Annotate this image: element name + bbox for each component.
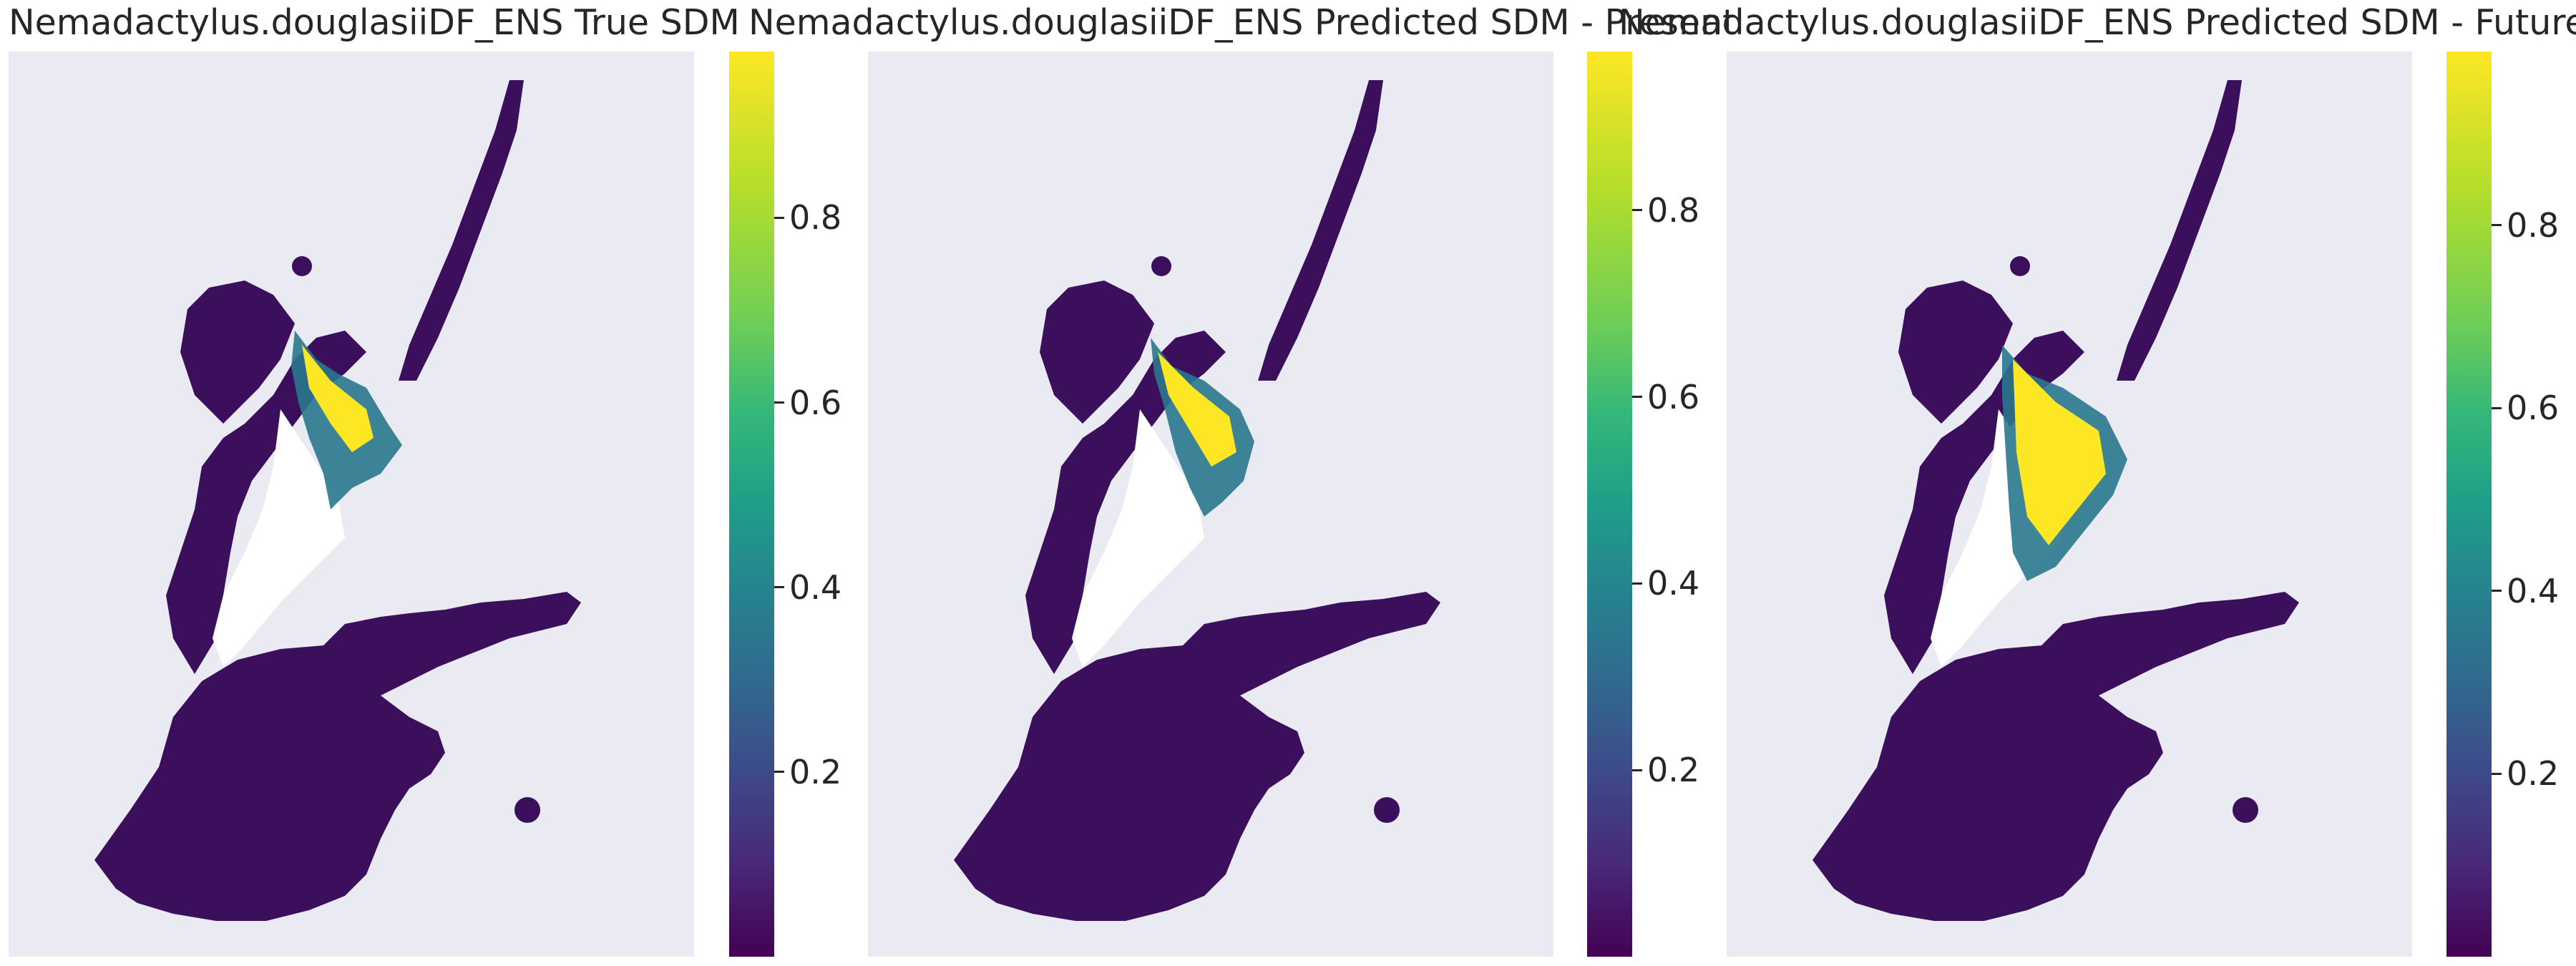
colorbar-tick <box>2492 406 2502 409</box>
colorbar-tick-label: 0.2 <box>2507 754 2560 794</box>
sdm-map-2 <box>954 80 1440 921</box>
landmass-region <box>1884 331 2084 674</box>
colorbar-tick <box>2492 224 2502 227</box>
sdm-map-3 <box>1813 80 2299 921</box>
high-suitability-zone <box>1158 352 1236 467</box>
landmass-region <box>1025 331 1226 674</box>
colorbar-tick <box>774 216 784 219</box>
landmass-region <box>166 331 366 674</box>
landmass-region <box>94 592 581 921</box>
island-patch <box>1374 797 1400 823</box>
panel-3-map <box>1727 52 2412 957</box>
colorbar-tick <box>1632 396 1642 399</box>
colorbar-tick-label: 0.8 <box>2507 205 2560 245</box>
landmass-region <box>1040 280 1154 424</box>
panel-1-title: Nemadactylus.douglasiiDF_ENS True SDM <box>9 2 740 43</box>
panel-3-title: Nemadactylus.douglasiiDF_ENS Predicted S… <box>1619 2 2576 43</box>
island-patch <box>2233 797 2258 823</box>
island-patch <box>1151 256 1171 276</box>
colorbar-tick-label: 0.4 <box>2507 571 2560 610</box>
panel-2-title: Nemadactylus.douglasiiDF_ENS Predicted S… <box>748 2 1737 43</box>
colorbar-tick-label: 0.6 <box>1647 377 1700 416</box>
no-data-region <box>1072 409 1204 667</box>
island-patch <box>292 256 312 276</box>
colorbar-tick <box>1632 582 1642 585</box>
colorbar-tick <box>774 586 784 589</box>
colorbar-tick <box>774 771 784 774</box>
landmass-region <box>2117 80 2242 381</box>
colorbar-tick-label: 0.4 <box>1647 564 1700 603</box>
island-patch <box>1979 415 1996 432</box>
landmass-region <box>399 80 524 381</box>
colorbar-tick-label: 0.8 <box>789 198 842 238</box>
island-patch <box>514 797 540 823</box>
no-data-region <box>213 409 345 667</box>
colorbar-tick-label: 0.4 <box>789 567 842 607</box>
panel-3-colorbar <box>2446 52 2492 957</box>
colorbar-tick-label: 0.8 <box>1647 190 1700 230</box>
colorbar-tick <box>2492 772 2502 775</box>
panel-1-colorbar <box>729 52 774 957</box>
colorbar-tick <box>1632 769 1642 771</box>
panel-2-colorbar <box>1587 52 1632 957</box>
colorbar-tick <box>1632 209 1642 212</box>
island-patch <box>261 415 278 432</box>
high-suitability-zone <box>2013 359 2106 545</box>
panel-1-map <box>9 52 694 957</box>
colorbar-tick-label: 0.2 <box>1647 751 1700 790</box>
island-patch <box>2010 256 2030 276</box>
high-suitability-zone <box>302 345 374 452</box>
landmass-region <box>954 592 1440 921</box>
landmass-region <box>1898 280 2013 424</box>
sdm-map-1 <box>94 80 581 921</box>
panel-2-map <box>868 52 1553 957</box>
colorbar-tick <box>774 401 784 404</box>
colorbar-tick-label: 0.6 <box>2507 389 2560 428</box>
colorbar-tick-label: 0.6 <box>789 383 842 422</box>
colorbar-tick <box>2492 590 2502 592</box>
landmass-region <box>1258 80 1383 381</box>
landmass-region <box>1813 592 2299 921</box>
island-patch <box>1121 415 1138 432</box>
colorbar-tick-label: 0.2 <box>789 752 842 791</box>
landmass-region <box>180 280 295 424</box>
